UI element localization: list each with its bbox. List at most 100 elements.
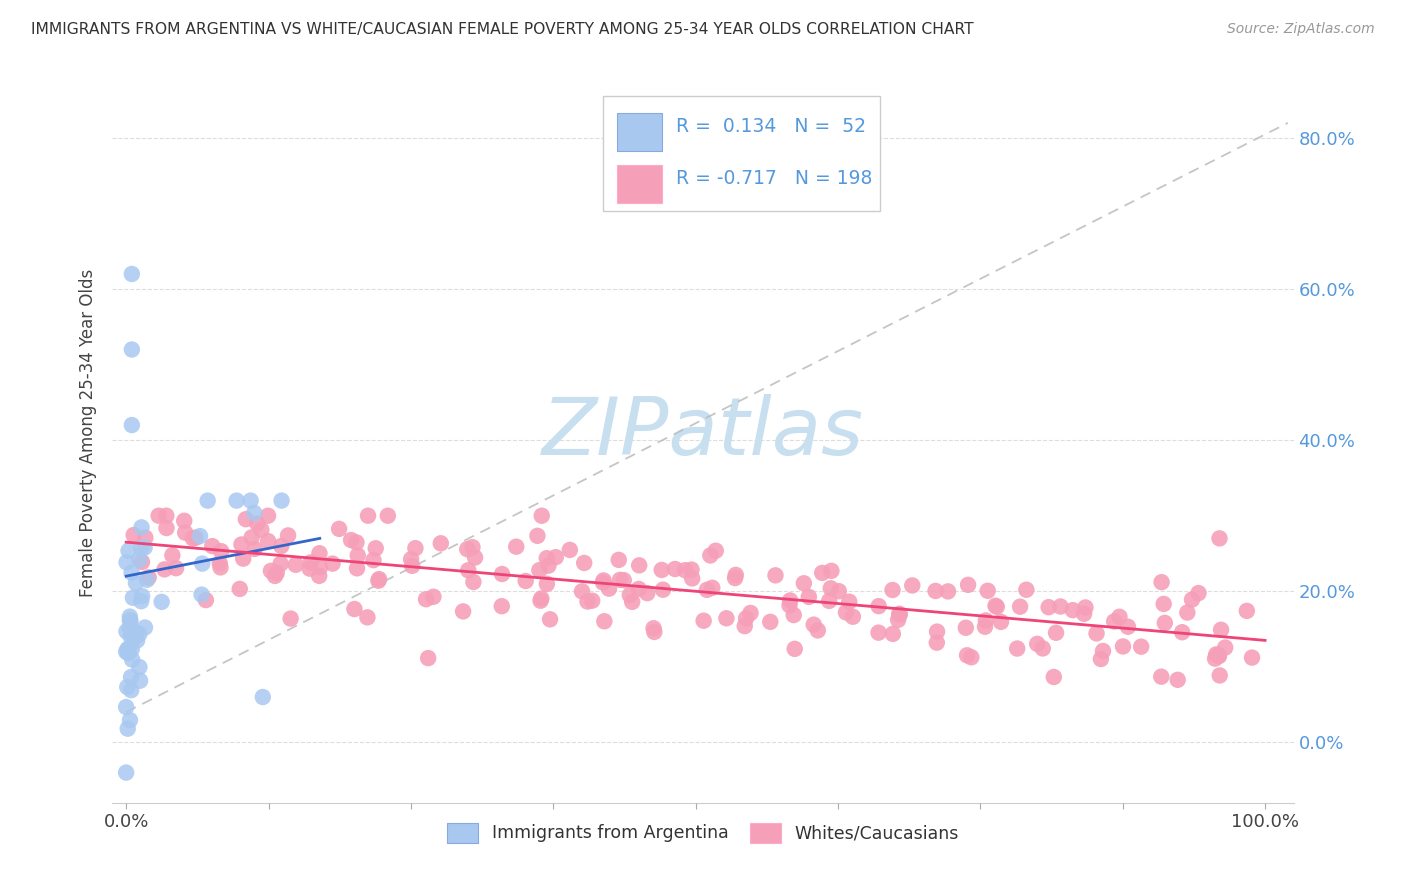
Point <box>544 550 567 565</box>
Point <box>117 642 139 657</box>
Point <box>1074 600 1097 615</box>
Point <box>138 570 160 584</box>
Point <box>117 646 139 660</box>
Point <box>1102 615 1125 629</box>
Point <box>1116 620 1139 634</box>
Point <box>117 722 139 736</box>
Point <box>889 607 911 622</box>
Point <box>340 533 363 547</box>
Point <box>250 523 273 537</box>
Point <box>759 615 782 629</box>
Point <box>153 562 176 576</box>
Point <box>235 512 257 526</box>
Point <box>621 595 644 609</box>
Point <box>793 576 815 591</box>
Point <box>134 531 156 545</box>
Point <box>117 543 139 558</box>
Point <box>643 624 665 639</box>
Text: ZIPatlas: ZIPatlas <box>541 393 865 472</box>
Point <box>1026 637 1049 651</box>
Point <box>537 558 560 573</box>
Point <box>239 493 262 508</box>
Point <box>322 557 344 571</box>
Point <box>188 529 211 543</box>
Point <box>1150 575 1173 590</box>
Point <box>129 541 152 555</box>
Point <box>1005 641 1028 656</box>
Point <box>1187 586 1209 600</box>
Point <box>901 578 924 592</box>
Point <box>530 591 553 606</box>
Point <box>835 606 858 620</box>
Point <box>765 568 787 582</box>
Point <box>592 575 614 590</box>
Point <box>1213 640 1236 655</box>
Point <box>118 609 141 624</box>
Point <box>820 564 842 578</box>
Point <box>613 573 636 587</box>
Point <box>125 576 148 591</box>
Point <box>118 713 141 727</box>
Point <box>1090 652 1112 666</box>
FancyBboxPatch shape <box>617 112 662 152</box>
Point <box>491 567 513 582</box>
Point <box>174 525 197 540</box>
Point <box>346 549 368 563</box>
Point <box>280 611 302 625</box>
Point <box>456 542 478 557</box>
Point <box>346 561 368 575</box>
Text: IMMIGRANTS FROM ARGENTINA VS WHITE/CAUCASIAN FEMALE POVERTY AMONG 25-34 YEAR OLD: IMMIGRANTS FROM ARGENTINA VS WHITE/CAUCA… <box>31 22 973 37</box>
Point <box>530 508 553 523</box>
Point <box>201 539 224 553</box>
Point <box>1043 670 1066 684</box>
Point <box>925 635 948 649</box>
Point <box>1062 603 1084 617</box>
Point <box>636 586 658 600</box>
Point <box>225 493 247 508</box>
Point <box>118 614 141 628</box>
Point <box>536 551 558 566</box>
Point <box>165 561 187 575</box>
Point <box>704 543 727 558</box>
Point <box>887 613 910 627</box>
Point <box>115 555 138 569</box>
Point <box>155 521 177 535</box>
Point <box>515 574 537 588</box>
Point <box>598 582 620 596</box>
Point <box>1032 641 1054 656</box>
Point <box>536 577 558 591</box>
Point <box>592 574 614 588</box>
Point <box>716 611 738 625</box>
Point <box>121 566 143 580</box>
Point <box>357 508 380 523</box>
Point <box>838 595 860 609</box>
FancyBboxPatch shape <box>603 95 880 211</box>
Point <box>148 508 170 523</box>
Point <box>1085 626 1108 640</box>
Point <box>505 540 527 554</box>
Point <box>811 566 834 580</box>
Point <box>127 633 149 648</box>
Point <box>399 552 422 566</box>
Point <box>692 614 714 628</box>
Point <box>463 574 485 589</box>
Point <box>121 267 143 281</box>
Point <box>309 560 332 574</box>
Point <box>124 625 146 640</box>
Point <box>270 557 292 571</box>
Point <box>491 599 513 614</box>
Point <box>1073 607 1095 621</box>
Point <box>974 620 997 634</box>
Point <box>240 530 263 544</box>
Point <box>664 562 686 576</box>
Point <box>1175 606 1198 620</box>
Point <box>1153 615 1175 630</box>
Point <box>115 765 138 780</box>
Point <box>924 584 946 599</box>
Point <box>270 493 292 508</box>
Point <box>136 573 159 587</box>
Point <box>529 563 551 577</box>
Point <box>308 569 330 583</box>
Point <box>984 599 1007 613</box>
Point <box>284 558 307 572</box>
